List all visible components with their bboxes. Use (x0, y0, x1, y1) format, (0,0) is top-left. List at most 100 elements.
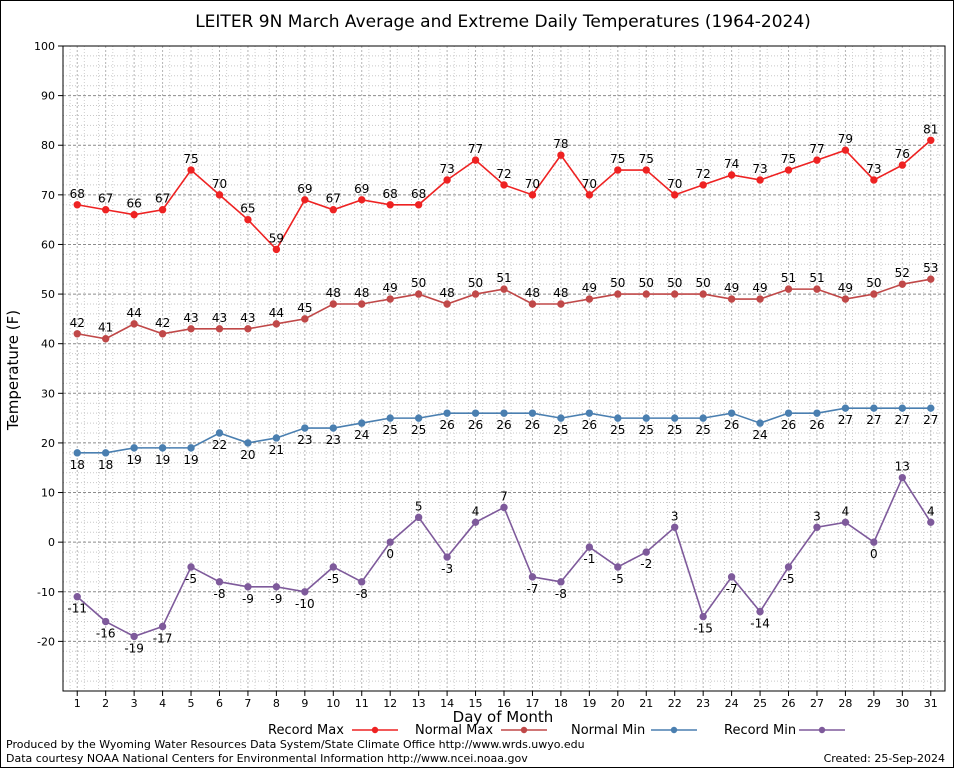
x-tick-label: 14 (440, 697, 454, 710)
data-point-record-min (927, 518, 935, 527)
data-point-record-max (130, 210, 138, 219)
data-point-record-min (272, 583, 281, 591)
created-date: Created: 25-Sep-2024 (824, 752, 945, 765)
data-label-record-max: 77 (468, 142, 483, 156)
data-label-normal-max: 48 (525, 286, 540, 300)
credit-line-1: Produced by the Wyoming Water Resources … (6, 738, 585, 751)
x-axis-label: Day of Month (453, 708, 554, 726)
data-point-normal-max (443, 300, 451, 308)
data-label-normal-max: 50 (667, 276, 682, 290)
data-label-normal-min: 26 (496, 418, 511, 432)
data-label-normal-max: 49 (752, 281, 767, 295)
data-label-normal-min: 19 (155, 453, 170, 467)
data-point-normal-max (841, 295, 850, 303)
data-label-record-max: 75 (183, 152, 198, 166)
data-label-record-min: -9 (270, 592, 282, 606)
data-label-record-max: 67 (98, 192, 113, 206)
data-point-normal-min (756, 419, 764, 427)
data-point-normal-max (927, 275, 935, 283)
data-label-record-min: -15 (693, 622, 713, 636)
data-label-normal-min: 27 (838, 413, 853, 427)
data-label-normal-max: 52 (895, 266, 910, 280)
data-point-normal-max (130, 320, 138, 328)
data-point-record-max (386, 201, 394, 209)
data-label-normal-min: 25 (553, 423, 568, 437)
x-tick-label: 22 (668, 697, 682, 710)
data-label-record-min: -14 (750, 617, 770, 631)
x-tick-label: 7 (244, 697, 251, 710)
data-point-normal-min (898, 404, 907, 412)
data-label-record-min: -11 (67, 602, 87, 616)
data-label-record-min: 13 (895, 460, 910, 474)
data-label-record-max: 77 (809, 142, 824, 156)
data-point-normal-min (727, 409, 736, 417)
data-label-normal-max: 50 (696, 276, 711, 290)
legend-swatch-marker-normal-min (670, 726, 678, 734)
x-tick-label: 9 (301, 697, 308, 710)
y-tick-label: 70 (41, 189, 55, 202)
data-point-record-max (557, 151, 565, 159)
data-label-normal-min: 27 (866, 413, 881, 427)
data-point-record-max (158, 206, 167, 214)
data-label-record-min: -5 (612, 572, 624, 586)
y-tick-label: 50 (41, 288, 55, 301)
data-label-record-min: 0 (870, 547, 878, 561)
chart-title: LEITER 9N March Average and Extreme Dail… (195, 12, 811, 32)
data-label-normal-max: 45 (297, 301, 312, 315)
data-label-record-min: -17 (153, 632, 173, 646)
data-point-normal-min (244, 439, 252, 447)
data-point-normal-min (471, 409, 480, 417)
y-tick-label: 0 (48, 536, 55, 549)
x-tick-label: 31 (924, 697, 938, 710)
data-point-normal-max (784, 285, 793, 293)
y-tick-label: 90 (41, 90, 55, 103)
data-point-normal-max (414, 290, 423, 298)
y-tick-label: -20 (37, 635, 55, 648)
data-label-normal-max: 50 (639, 276, 654, 290)
data-point-normal-min (101, 449, 110, 457)
data-point-record-max (329, 206, 337, 214)
data-point-record-max (244, 215, 252, 224)
data-point-normal-max (727, 295, 736, 303)
data-label-record-max: 70 (667, 177, 682, 191)
data-label-record-max: 75 (639, 152, 654, 166)
data-point-normal-max (870, 290, 878, 298)
data-label-record-min: -5 (783, 572, 795, 586)
data-point-normal-max (699, 290, 707, 298)
data-label-normal-min: 27 (895, 413, 910, 427)
data-point-normal-min (73, 449, 81, 457)
data-label-record-min: 4 (842, 504, 850, 518)
x-tick-label: 15 (469, 697, 483, 710)
data-label-normal-max: 50 (866, 276, 881, 290)
data-point-record-max (784, 166, 793, 174)
x-tick-label: 2 (102, 697, 109, 710)
data-label-normal-min: 25 (696, 423, 711, 437)
data-label-record-max: 79 (838, 132, 853, 146)
data-label-record-min: 4 (472, 504, 480, 518)
data-label-normal-max: 48 (354, 286, 369, 300)
y-tick-label: 80 (41, 139, 55, 152)
data-label-record-max: 81 (923, 122, 938, 136)
data-label-record-max: 69 (354, 182, 369, 196)
data-point-record-max (813, 156, 821, 164)
x-tick-label: 6 (216, 697, 223, 710)
data-point-record-min (870, 538, 878, 546)
data-label-record-min: -1 (583, 552, 595, 566)
data-label-normal-min: 25 (411, 423, 426, 437)
data-point-record-min (215, 578, 224, 586)
data-label-record-max: 74 (724, 157, 739, 171)
data-label-normal-min: 24 (354, 428, 369, 442)
data-point-normal-min (614, 414, 622, 422)
data-label-record-min: 3 (813, 509, 821, 523)
data-label-record-max: 78 (553, 137, 568, 151)
data-label-normal-max: 49 (582, 281, 597, 295)
x-tick-label: 10 (326, 697, 340, 710)
data-point-normal-max (101, 335, 110, 343)
data-label-normal-min: 23 (297, 433, 312, 447)
data-label-record-min: -7 (526, 582, 538, 596)
data-point-record-max (101, 206, 110, 214)
data-label-normal-max: 48 (439, 286, 454, 300)
data-point-record-max (841, 146, 850, 154)
data-point-normal-min (158, 444, 167, 452)
